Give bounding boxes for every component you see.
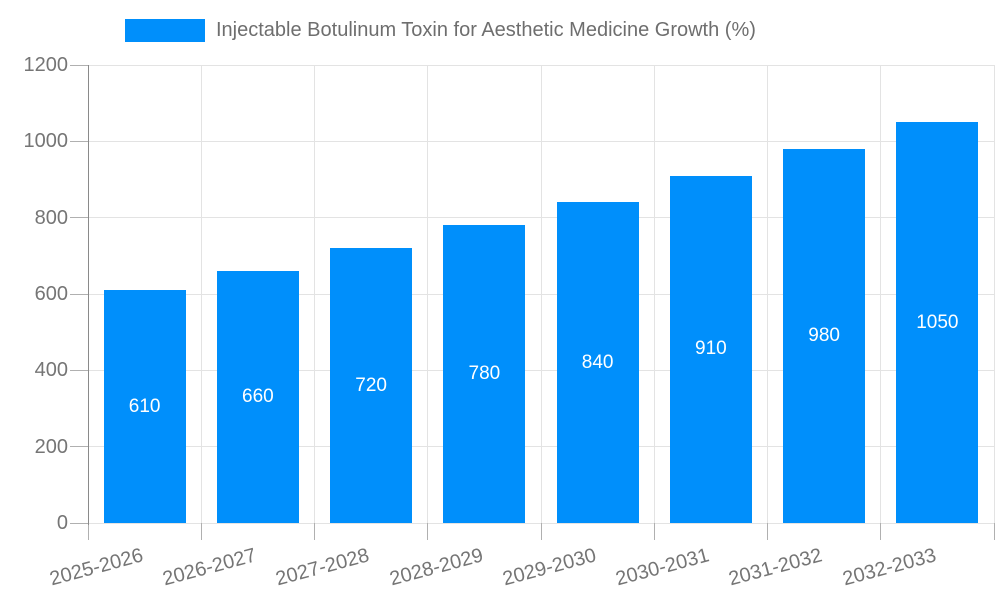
x-gridline (314, 65, 315, 523)
x-axis-label: 2032-2033 (840, 544, 939, 591)
bar-value-label: 910 (695, 338, 727, 360)
y-axis-label: 200 (34, 435, 68, 458)
bar[interactable] (443, 225, 526, 523)
y-tick (70, 217, 88, 219)
bar[interactable] (330, 248, 413, 523)
bar-value-label: 660 (242, 386, 274, 408)
bar-value-label: 610 (128, 395, 161, 417)
legend-label: Injectable Botulinum Toxin for Aesthetic… (216, 19, 756, 41)
y-axis-label: 1200 (23, 54, 69, 76)
legend-swatch (125, 19, 205, 42)
y-tick (70, 522, 88, 524)
x-axis-label: 2031-2032 (726, 544, 825, 591)
x-tick (880, 523, 882, 540)
bar[interactable] (783, 148, 866, 523)
y-tick (70, 293, 88, 295)
y-tick (70, 140, 88, 142)
y-axis-label: 400 (34, 359, 68, 382)
x-axis-label: 2025-2026 (47, 544, 146, 591)
bar-value-label: 840 (581, 351, 614, 373)
x-axis-label: 2028-2029 (387, 544, 486, 591)
bar-value-label: 980 (808, 324, 840, 346)
bar[interactable] (216, 271, 299, 523)
y-tick (70, 64, 88, 66)
bar[interactable] (896, 122, 979, 523)
x-gridline (540, 65, 542, 523)
y-tick (70, 446, 88, 448)
x-axis-label: 2030-2031 (613, 544, 712, 591)
y-tick (70, 369, 88, 371)
bar[interactable] (556, 202, 639, 523)
x-axis-label: 2027-2028 (273, 544, 372, 591)
y-axis-label: 0 (56, 512, 68, 534)
x-tick (653, 523, 655, 540)
bar-value-label: 1050 (916, 311, 959, 333)
bar-value-label: 780 (468, 363, 501, 385)
x-tick (200, 523, 202, 540)
x-gridline (653, 65, 655, 523)
x-tick (993, 523, 995, 540)
x-tick (540, 523, 542, 540)
y-axis-label: 800 (34, 206, 68, 229)
y-axis-line (87, 65, 89, 525)
x-gridline (427, 65, 429, 523)
x-gridline (767, 65, 768, 523)
x-tick (767, 523, 768, 540)
x-axis-label: 2026-2027 (160, 544, 259, 591)
bar[interactable] (669, 175, 752, 523)
x-gridline (880, 65, 882, 523)
y-axis-label: 1000 (23, 130, 69, 153)
x-axis-label: 2029-2030 (500, 544, 599, 591)
x-tick (87, 523, 89, 540)
x-gridline (993, 65, 995, 523)
legend-item[interactable]: Injectable Botulinum Toxin for Aesthetic… (125, 19, 756, 42)
y-axis-label: 600 (34, 283, 68, 305)
x-tick (314, 523, 315, 540)
bar-value-label: 720 (355, 374, 387, 396)
bar[interactable] (103, 290, 186, 523)
x-tick (427, 523, 429, 540)
x-gridline (200, 65, 202, 523)
